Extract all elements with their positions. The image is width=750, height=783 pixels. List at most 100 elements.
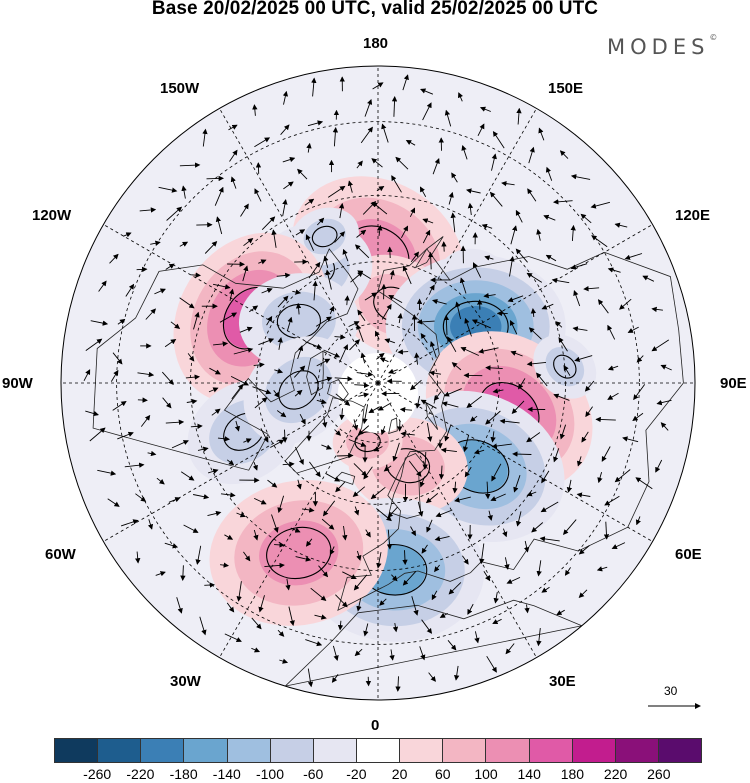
wind-arrow [491,463,502,482]
wind-arrow [350,271,364,283]
wind-arrow [137,371,155,378]
wind-arrow [307,668,314,688]
wind-arrow [360,352,366,364]
wind-arrow [337,620,344,631]
colorbar-tick-label: -180 [169,766,198,782]
wind-arrow [477,123,485,137]
wind-arrow [310,587,327,601]
wind-arrow [299,413,306,425]
wind-arrow [526,432,541,443]
wind-arrow [389,649,395,661]
wind-arrow [607,267,621,273]
wind-arrow [387,506,398,518]
meridian-line [219,382,379,658]
wind-arrow [391,574,398,582]
wind-arrow [400,431,415,437]
wind-arrow [405,139,416,146]
wind-arrow [578,589,588,599]
wind-arrow [179,162,201,168]
coastline [388,417,398,435]
wind-arrow [408,460,422,477]
wind-arrow [510,225,518,245]
wind-arrow [297,345,304,360]
lon-label-90e: 90E [720,375,747,392]
wind-arrow [410,379,422,391]
wind-arrow [171,440,189,449]
wind-arrow [509,256,515,277]
wind-arrow [85,338,103,351]
wind-arrow [356,229,367,238]
wind-arrow [386,529,393,550]
wind-arrow [632,412,644,422]
colorbar-tick-label: -220 [126,766,155,782]
wind-arrow [195,545,202,565]
wind-arrow [478,347,499,354]
wind-arrow [207,510,222,517]
wind-arrow [410,251,420,263]
wind-arrow [180,565,186,581]
wind-arrow [318,565,329,578]
wind-arrow [356,160,363,169]
wind-arrow [185,374,200,380]
colorbar-tick-label: 220 [603,766,628,782]
wind-arrow [536,560,542,577]
wind-arrow [254,188,262,202]
wind-arrow [444,424,452,442]
wind-arrow [556,609,565,616]
contour-line [278,370,319,410]
wind-arrow [344,295,350,306]
wind-arrow [164,338,177,348]
wind-arrow [226,602,235,613]
colorbar-cell [55,739,99,762]
wind-arrow [660,422,669,431]
wind-arrow [164,542,179,549]
wind-arrow [572,326,588,332]
wind-arrow [297,168,308,180]
wind-arrow [451,172,458,183]
wind-arrow [492,618,502,624]
wind-arrow [316,399,327,405]
wind-arrow [417,501,424,517]
brand-mark: © [709,33,718,42]
wind-arrow [208,387,219,393]
wind-arrow [207,468,219,474]
wind-arrow [511,400,525,414]
wind-arrow [358,392,370,398]
wind-arrow [154,288,166,295]
colorbar-cell [270,739,314,762]
wind-arrow [295,556,312,562]
wind-arrow [109,253,119,264]
wind-arrow [389,269,395,280]
wind-arrow [536,228,542,241]
wind-arrow [443,388,462,397]
lon-label-30w: 30W [170,673,201,690]
wind-arrow [487,510,493,521]
anomaly-patch [262,291,336,351]
wind-arrow [334,376,353,382]
wind-arrow [307,120,324,127]
wind-arrow [270,439,285,448]
wind-arrow [441,401,459,408]
wind-arrow [258,595,265,613]
wind-arrow [515,511,522,527]
wind-arrow [401,225,409,239]
wind-arrow [421,544,428,554]
wind-arrow [308,261,321,279]
wind-arrow [419,186,427,198]
wind-arrow [414,352,420,365]
wind-arrow [354,506,360,516]
wind-arrow [334,334,346,340]
wind-arrow [267,479,278,488]
wind-arrow [483,292,496,299]
brand-name: MODES [607,35,710,59]
wind-arrow [491,443,512,449]
wind-arrow [515,209,523,223]
wind-arrow [489,191,503,207]
wind-arrow [415,396,421,409]
wind-arrow [501,180,515,187]
lon-label-120e: 120E [675,207,711,224]
wind-arrow [528,146,535,164]
wind-arrow [135,551,141,564]
wind-arrow [441,241,447,252]
wind-arrow [183,524,199,533]
